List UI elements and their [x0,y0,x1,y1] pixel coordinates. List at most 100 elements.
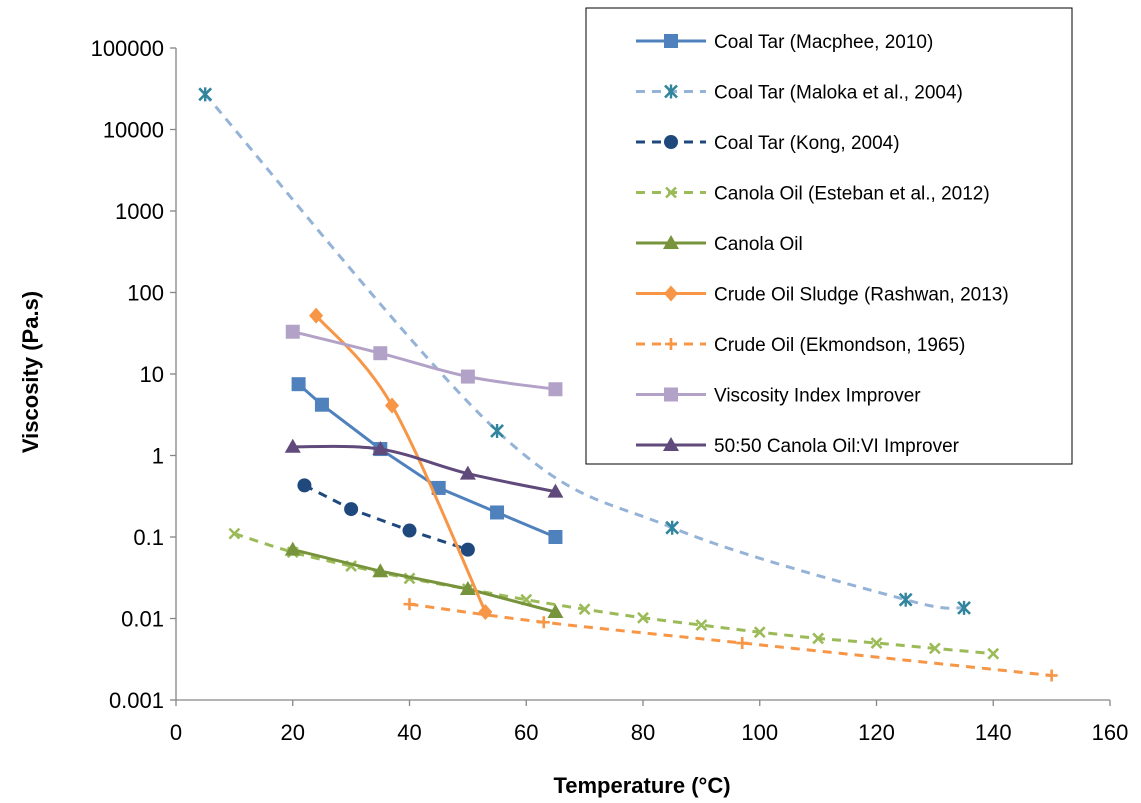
data-point [736,637,749,650]
y-axis-title: Viscosity (Pa.s) [18,291,43,453]
data-point [384,397,399,414]
legend-label: Canola Oil [714,234,803,255]
y-tick-label: 10000 [103,118,164,143]
series-line [291,548,557,614]
plot-series [198,87,1058,682]
legend-item: Crude Oil (Ekmondson, 1965) [636,335,965,356]
marker-stroke [928,642,941,655]
data-point [403,598,416,611]
series-crude-oil-ekmondson-1965 [403,598,1058,682]
series-canola-oil [284,541,564,619]
data-point [548,382,563,397]
data-point [637,611,649,624]
x-tick-label: 100 [741,720,778,745]
data-point [490,423,504,438]
data-point [459,465,476,480]
data-point [314,397,329,412]
marker-stroke [345,560,358,572]
legend-item: Viscosity Index Improver [636,386,921,407]
x-tick-label: 40 [397,720,421,745]
legend-swatch-marker [663,235,679,249]
y-tick-label: 0.01 [121,607,164,632]
tick-labels: 0.001 0.01 0.1 1 10 100 1000 10000 100000 0 20 40 60… [91,36,1129,745]
data-point [291,377,306,392]
legend-swatch-marker [664,84,678,99]
data-point [198,87,213,102]
legend-item: Crude Oil Sludge (Rashwan, 2013) [636,285,1009,306]
data-point [753,626,766,639]
legend-swatch-marker [664,285,678,302]
legend-item: 50:50 Canola Oil:VI Improver [636,436,960,457]
x-tick-label: 160 [1092,720,1129,745]
y-tick-label: 0.1 [133,525,164,550]
legend-label: Coal Tar (Maloka et al., 2004) [714,83,963,104]
y-tick-label: 100000 [91,36,164,61]
legend-label: Coal Tar (Macphee, 2010) [714,32,933,53]
series-line [314,314,487,614]
legend-label: Viscosity Index Improver [714,386,921,407]
series-viscosity-index-improver [285,324,563,397]
legend-swatch-marker [665,338,677,350]
legend-label: Crude Oil (Ekmondson, 1965) [714,335,965,356]
marker-stroke [665,186,677,199]
series-crude-oil-sludge-rashwan-2013 [309,307,493,621]
data-point [987,647,1000,660]
series-line [233,532,994,656]
series-line [291,330,557,391]
y-tick-label: 1 [152,444,164,469]
legend-swatch-marker [664,34,678,48]
data-point [372,563,389,578]
x-tick-label: 120 [858,720,895,745]
data-point [431,480,446,495]
x-tick-label: 20 [281,720,305,745]
legend-item: Coal Tar (Kong, 2004) [636,133,900,154]
data-point [490,505,505,520]
x-tick-label: 140 [975,720,1012,745]
data-point [372,441,389,456]
data-point [460,542,475,557]
legend-item: Canola Oil (Esteban et al., 2012) [636,184,990,205]
data-point [898,592,913,607]
data-point [459,581,476,596]
data-point [284,541,301,556]
y-tick-label: 1000 [115,199,164,224]
series-coal-tar-maloka-et-al-2004 [198,87,971,615]
marker-stroke [753,626,766,639]
data-point [812,632,825,645]
marker-stroke [987,647,1000,660]
legend-item: Coal Tar (Macphee, 2010) [636,32,933,53]
data-point [957,600,971,615]
x-tick-label: 60 [514,720,538,745]
data-point [373,346,388,361]
series-line [409,602,1052,677]
marker-stroke [695,619,708,632]
legend-swatch-marker [664,387,678,402]
data-point [548,530,563,544]
data-point [284,438,301,453]
data-point [309,307,324,324]
series-line [303,484,469,552]
legend-label: Coal Tar (Kong, 2004) [714,133,900,154]
legend-swatch-marker [664,135,678,149]
data-point [665,520,680,535]
legend-swatch-marker [663,437,679,451]
series-coal-tar-kong-2004 [297,478,475,557]
data-point [1045,669,1058,682]
x-axis-title: Temperature (°C) [553,773,730,798]
legend-item: Coal Tar (Maloka et al., 2004) [636,83,963,104]
marker-stroke [812,632,825,645]
y-tick-label: 10 [140,362,164,387]
data-point [228,527,241,540]
y-tick-label: 0.001 [109,688,164,713]
data-point [578,603,591,616]
data-point [402,523,417,538]
marker-stroke [637,611,649,624]
data-point [297,478,312,493]
series-50-50-canola-oil-vi-improver [284,438,564,498]
legend-label: 50:50 Canola Oil:VI Improver [714,436,960,457]
legend: Coal Tar (Macphee, 2010) Coal Tar (Maloka… [585,7,1073,465]
data-point [695,619,708,632]
y-tick-label: 100 [127,281,164,306]
data-point [344,502,359,517]
